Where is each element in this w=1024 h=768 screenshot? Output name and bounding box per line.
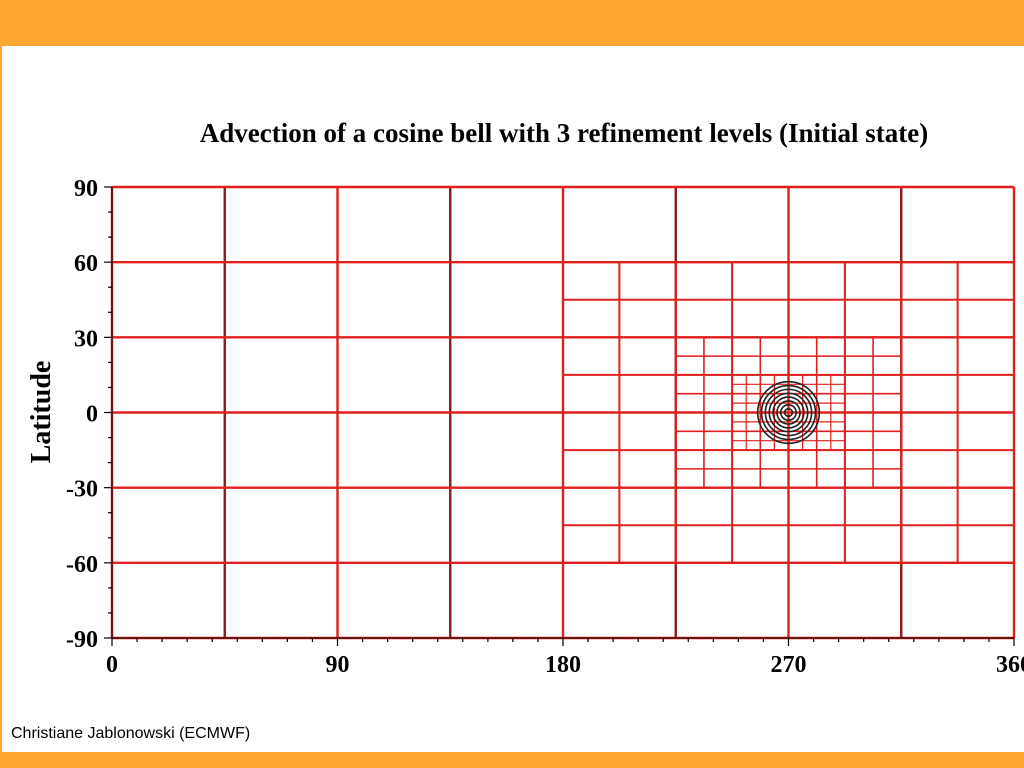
y-tick-label: 90	[74, 176, 98, 202]
plot-area	[110, 185, 1016, 640]
cosine-bell-contour	[779, 403, 798, 422]
y-tick-label: -90	[66, 627, 98, 653]
author-credit: Christiane Jablonowski (ECMWF)	[11, 725, 251, 742]
refinement-grid-chart: Advection of a cosine bell with 3 refine…	[26, 118, 1024, 678]
y-tick-label: 30	[74, 326, 98, 352]
y-axis-label: Latitude	[26, 361, 57, 464]
cosine-bell-contour	[772, 396, 805, 429]
bottom-accent-bar	[0, 752, 1024, 768]
cosine-bell-contour	[768, 392, 809, 433]
y-tick-label: 0	[86, 402, 98, 428]
x-tick-label: 180	[545, 652, 581, 678]
axis-ticks: 0 90 180 270 360 90 60 30 0 -30 -60 -90	[66, 176, 1024, 678]
cosine-bell-contour	[756, 380, 821, 445]
top-accent-bar	[0, 0, 1024, 46]
left-accent-rule	[0, 46, 2, 752]
x-tick-label: 270	[771, 652, 807, 678]
x-tick-label: 360	[996, 652, 1024, 678]
y-tick-label: -60	[66, 552, 98, 578]
y-tick-label: 60	[74, 251, 98, 277]
x-tick-label: 0	[106, 652, 118, 678]
cosine-bell-contour	[783, 407, 794, 418]
cosine-bell-contour	[776, 400, 801, 425]
x-tick-label: 90	[326, 652, 350, 678]
cosine-bell-contour	[764, 388, 813, 437]
y-tick-label: -30	[66, 477, 98, 503]
cosine-bell-contour	[760, 384, 817, 441]
chart-title: Advection of a cosine bell with 3 refine…	[200, 118, 928, 148]
